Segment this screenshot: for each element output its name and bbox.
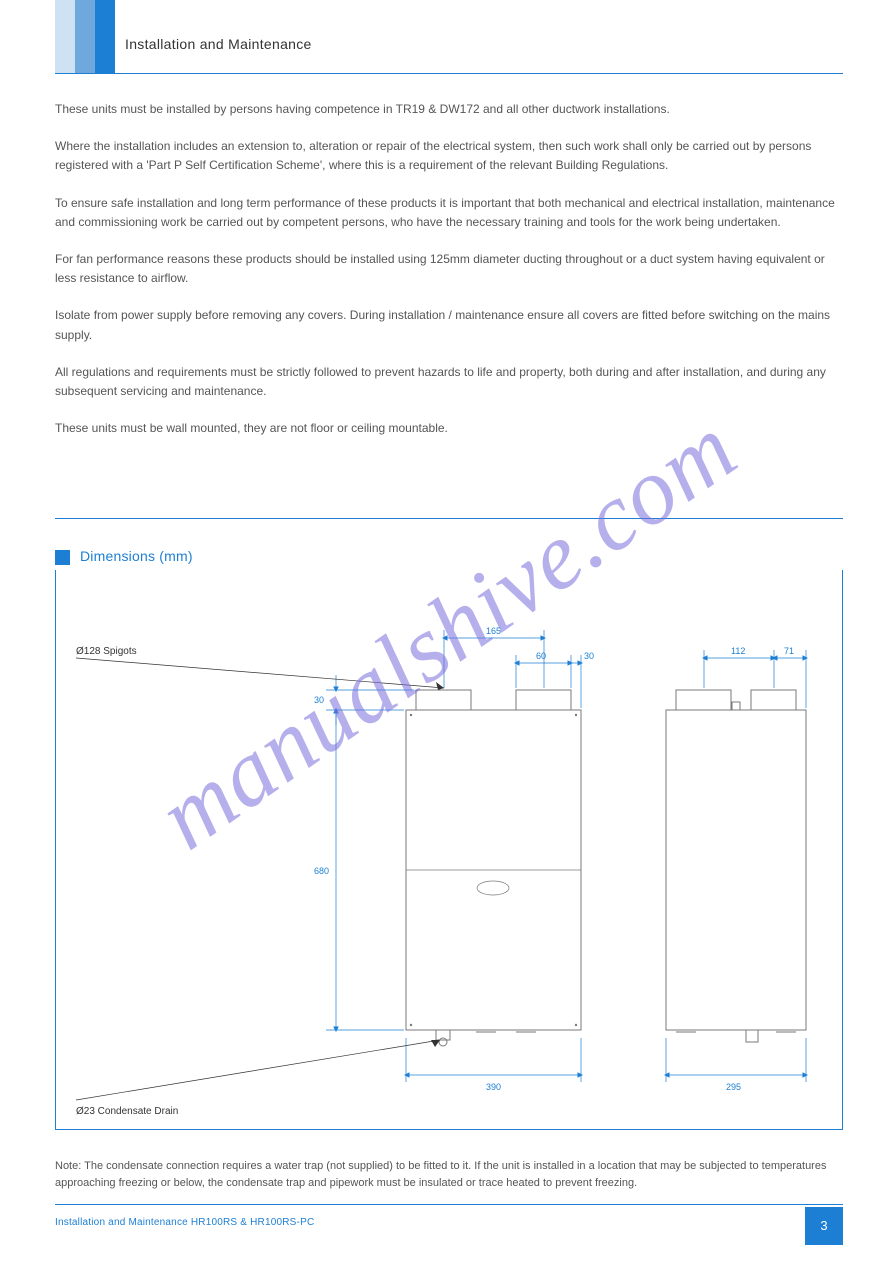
footer-rule bbox=[55, 1204, 843, 1205]
dim-label: 60 bbox=[536, 651, 546, 661]
paragraph: Isolate from power supply before removin… bbox=[55, 306, 845, 344]
callout-drain: Ø23 Condensate Drain bbox=[76, 1106, 178, 1117]
dim-label: 112 bbox=[731, 646, 745, 656]
dim-label: 165 bbox=[486, 626, 501, 636]
paragraph: To ensure safe installation and long ter… bbox=[55, 194, 845, 232]
dim-label: 30 bbox=[584, 651, 594, 661]
header-rule bbox=[55, 73, 843, 74]
paragraph: All regulations and requirements must be… bbox=[55, 363, 845, 401]
dim-label: 680 bbox=[314, 866, 329, 876]
dimension-diagram: 165 60 30 680 30 bbox=[55, 570, 843, 1130]
section-rule bbox=[55, 518, 843, 519]
dim-label: 30 bbox=[314, 695, 324, 705]
section-marker-icon bbox=[55, 550, 70, 565]
body-text: These units must be installed by persons… bbox=[55, 100, 845, 456]
footnote: Note: The condensate connection requires… bbox=[55, 1158, 843, 1191]
callout-spigots: Ø128 Spigots bbox=[76, 646, 137, 657]
dim-label: 295 bbox=[726, 1082, 741, 1092]
paragraph: These units must be wall mounted, they a… bbox=[55, 419, 845, 438]
dim-label: 71 bbox=[784, 646, 794, 656]
paragraph: Where the installation includes an exten… bbox=[55, 137, 845, 175]
page-number: 3 bbox=[805, 1207, 843, 1245]
section-title: Dimensions (mm) bbox=[80, 548, 193, 564]
paragraph: These units must be installed by persons… bbox=[55, 100, 845, 119]
paragraph: For fan performance reasons these produc… bbox=[55, 250, 845, 288]
header-title: Installation and Maintenance bbox=[125, 36, 312, 52]
dim-label: 390 bbox=[486, 1082, 501, 1092]
footer-text: Installation and Maintenance HR100RS & H… bbox=[55, 1217, 314, 1228]
header-tab-bars bbox=[55, 0, 115, 73]
